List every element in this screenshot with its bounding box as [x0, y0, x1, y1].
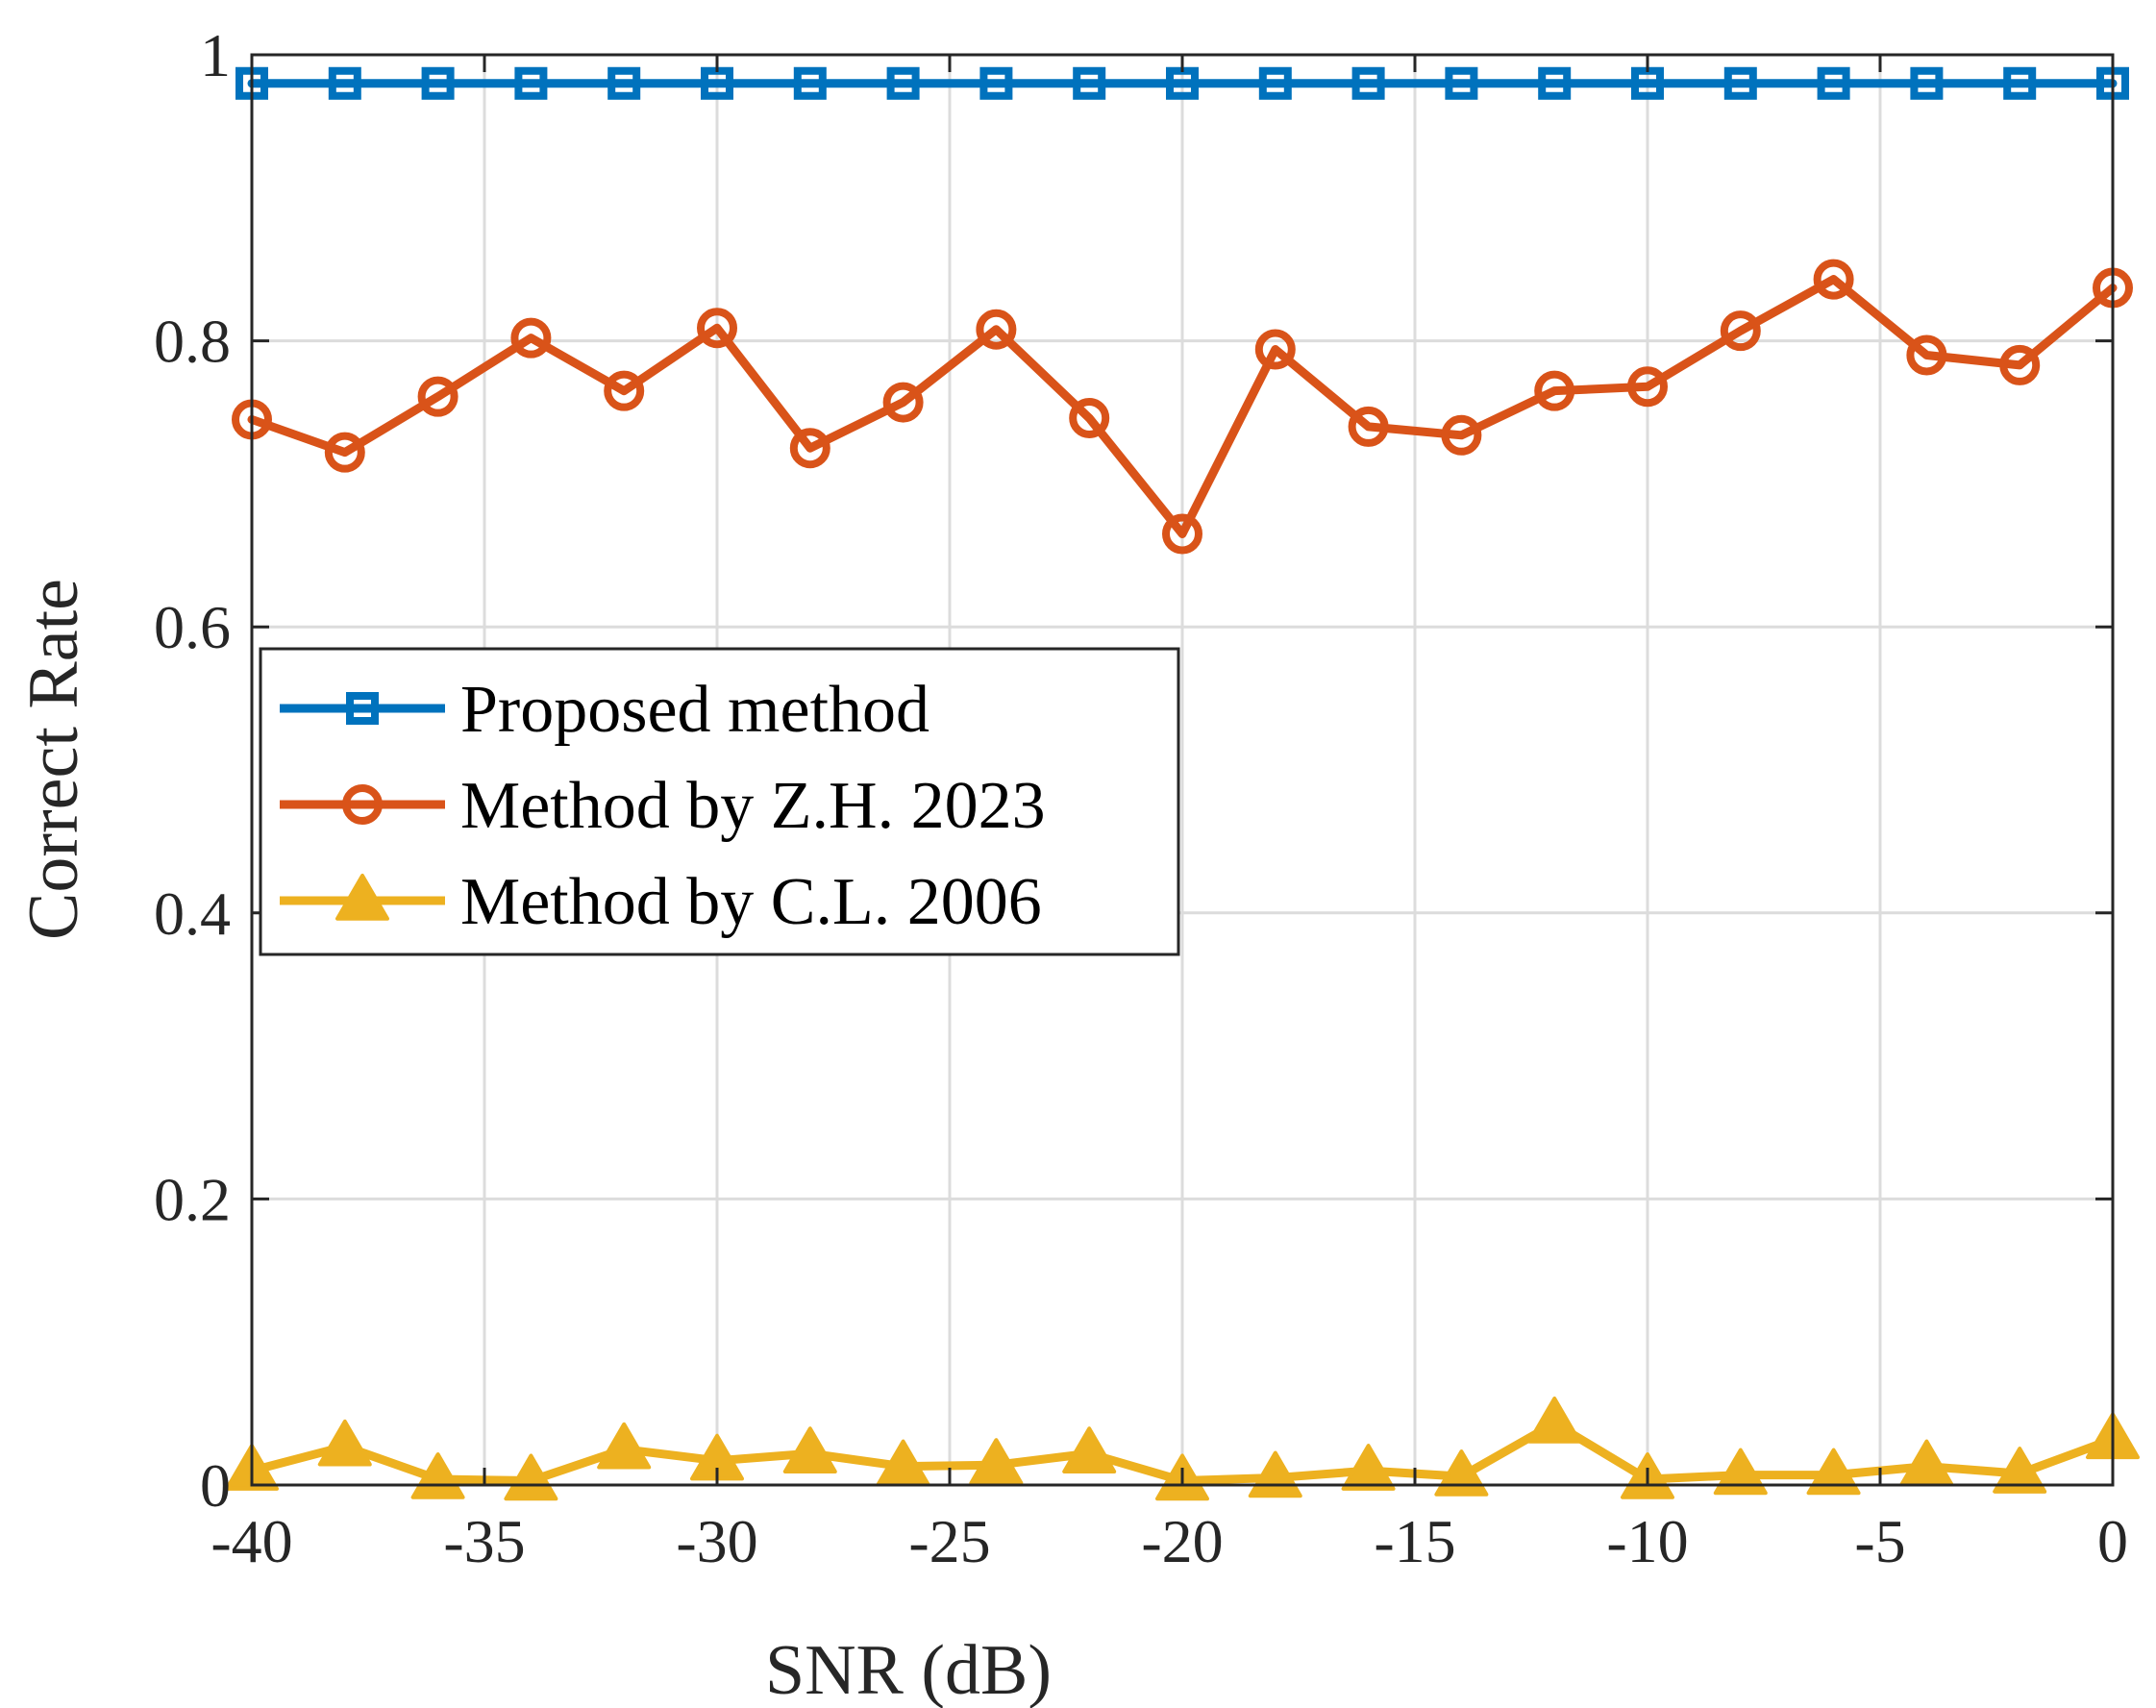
data-point — [1073, 66, 1106, 100]
y-tick-label: 1 — [200, 21, 231, 89]
data-point — [514, 66, 548, 100]
x-tick-label: -25 — [908, 1507, 990, 1575]
x-tick-label: -10 — [1606, 1507, 1688, 1575]
x-tick-label: 0 — [2097, 1507, 2128, 1575]
tick-labels: -40 -35 -30 -25 -20 -15 -10 -5 0 0 0.2 0.4 0.6 0.8 1 — [154, 21, 2128, 1575]
y-tick-label: 0.6 — [154, 593, 231, 661]
data-point — [328, 66, 361, 100]
legend-marker — [342, 784, 383, 825]
data-point — [410, 1452, 465, 1499]
legend: Proposed method Method by Z.H. 2023 Method… — [259, 647, 1180, 956]
x-tick-label: -35 — [443, 1507, 525, 1575]
data-point — [324, 432, 365, 473]
data-point — [1993, 1447, 2047, 1494]
data-point — [1162, 513, 1202, 555]
data-point — [604, 370, 645, 411]
data-point — [782, 1426, 837, 1473]
x-tick-label: -5 — [1854, 1507, 1905, 1575]
data-point — [697, 308, 737, 349]
legend-marker — [346, 692, 379, 725]
x-tick-label: -40 — [211, 1507, 292, 1575]
data-point — [1999, 344, 2041, 385]
data-point — [1806, 1448, 1861, 1496]
y-tick-label: 0.4 — [154, 879, 231, 948]
data-point — [597, 1422, 652, 1470]
data-point — [317, 1419, 372, 1467]
data-point — [969, 1438, 1024, 1485]
x-tick-label: -20 — [1141, 1507, 1223, 1575]
legend-label: Method by C.L. 2006 — [460, 865, 1042, 939]
data-point — [1254, 329, 1296, 370]
x-tick-label: -30 — [676, 1507, 757, 1575]
y-tick-label: 0.8 — [154, 308, 231, 376]
data-point — [1534, 370, 1575, 411]
data-point — [607, 66, 641, 100]
data-point — [1906, 334, 1947, 376]
axes — [250, 53, 2115, 1487]
data-point — [1720, 310, 1761, 352]
data-point — [1627, 366, 1668, 408]
x-tick-label: -15 — [1374, 1507, 1455, 1575]
data-point — [1069, 397, 1110, 438]
data-point — [417, 376, 458, 417]
data-point — [1348, 406, 1389, 447]
data-point — [1445, 66, 1478, 100]
data-point — [882, 382, 924, 423]
data-point — [793, 66, 827, 100]
data-point — [1527, 1397, 1582, 1444]
data-point — [789, 428, 830, 469]
data-point — [2003, 66, 2037, 100]
data-point — [1258, 66, 1292, 100]
data-point — [1910, 66, 1944, 100]
data-point — [1813, 259, 1854, 300]
data-point — [1062, 1426, 1117, 1473]
legend-item-1: Proposed method — [280, 673, 929, 747]
data-point — [1341, 1444, 1396, 1491]
data-point — [1723, 66, 1757, 100]
data-point — [1538, 66, 1572, 100]
legend-item-2: Method by Z.H. 2023 — [280, 769, 1046, 843]
series-1 — [235, 66, 2129, 100]
data-point — [979, 66, 1013, 100]
data-point — [1441, 414, 1482, 456]
legend-marker — [335, 874, 389, 921]
data-point — [1351, 66, 1385, 100]
x-axis-title: SNR (dB) — [765, 1631, 1052, 1708]
y-tick-label: 0 — [200, 1451, 231, 1520]
y-axis-title: Correct Rate — [14, 579, 93, 940]
legend-item-3: Method by C.L. 2006 — [280, 865, 1042, 939]
legend-label: Proposed method — [460, 673, 929, 747]
data-point — [1713, 1448, 1768, 1496]
data-point — [976, 309, 1017, 350]
y-tick-label: 0.2 — [154, 1165, 231, 1233]
legend-label: Method by Z.H. 2023 — [460, 769, 1046, 843]
data-point — [421, 66, 455, 100]
data-point — [510, 317, 552, 359]
data-point — [886, 66, 920, 100]
data-point — [1817, 66, 1850, 100]
data-point — [504, 1453, 558, 1501]
series-line — [247, 275, 2118, 538]
